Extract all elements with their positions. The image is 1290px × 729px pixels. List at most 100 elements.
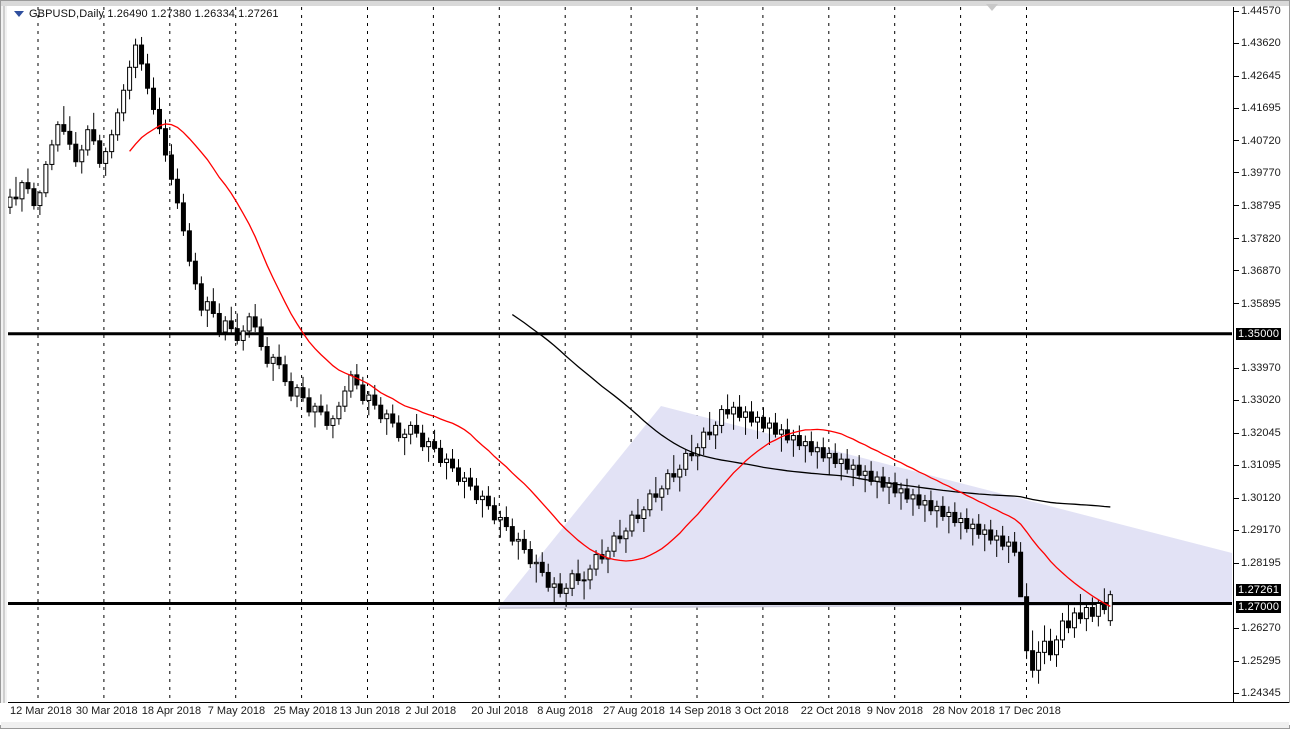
candle-up	[641, 509, 647, 519]
candle-down	[210, 301, 216, 314]
candle-down	[414, 424, 420, 434]
candle-up	[970, 523, 976, 530]
candle-up	[342, 390, 348, 407]
candle-down	[916, 494, 922, 506]
candle-down	[820, 447, 826, 459]
price-tag: 1.35000	[1236, 327, 1282, 340]
candle-down	[868, 470, 874, 482]
candle-up	[802, 441, 808, 447]
candle-down	[432, 441, 438, 449]
candle-up	[814, 447, 820, 453]
chart-header: GBPUSD,Daily 1.26490 1.27380 1.26334 1.2…	[14, 7, 279, 21]
price-tag: 1.27261	[1236, 583, 1282, 596]
candle-down	[503, 516, 509, 528]
top-scroll-strip[interactable]	[1, 1, 1289, 6]
candle-up	[563, 587, 569, 594]
candle-up	[910, 494, 916, 500]
candle-down	[964, 517, 970, 530]
price-scale[interactable]: 1.44570 1.43620 1.42645 1.41695 1.40720 1.397…	[1233, 5, 1289, 702]
candle-down	[420, 432, 426, 448]
time-tick-label: 17 Dec 2018	[998, 705, 1061, 717]
price-tag: 1.27000	[1236, 601, 1282, 614]
candle-down	[306, 397, 312, 413]
chevron-down-icon[interactable]	[14, 11, 24, 17]
candle-up	[982, 529, 988, 535]
candle-up	[898, 488, 904, 494]
time-tick-label: 3 Oct 2018	[734, 705, 789, 717]
candle-down	[228, 320, 234, 330]
candle-up	[49, 144, 55, 165]
price-tick-label: 1.36870	[1234, 265, 1281, 278]
time-tick-label: 25 May 2018	[273, 705, 338, 717]
candle-down	[168, 154, 174, 180]
chart-shift-marker-icon	[986, 4, 998, 11]
price-tick-label: 1.39770	[1234, 167, 1281, 180]
candle-up	[497, 516, 503, 521]
candle-up	[55, 124, 61, 146]
candle-down	[174, 178, 180, 204]
candle-down	[737, 406, 743, 418]
candle-up	[204, 301, 210, 311]
candle-up	[581, 579, 587, 582]
candle-up	[222, 320, 228, 333]
candle-down	[234, 328, 240, 341]
candle-up	[665, 473, 671, 490]
candle-up	[270, 356, 276, 364]
candle-down	[904, 488, 910, 500]
candle-up	[246, 316, 252, 332]
candle-down	[67, 130, 73, 145]
candle-down	[1065, 620, 1071, 629]
left-scroll-rail[interactable]	[1, 6, 7, 711]
chart-plot-area[interactable]	[8, 7, 1232, 702]
candle-down	[91, 129, 97, 142]
candle-up	[1042, 640, 1048, 653]
candle-up	[850, 464, 856, 470]
time-tick-label: 18 Apr 2018	[141, 705, 202, 717]
price-tick-label: 1.42645	[1234, 70, 1281, 83]
candle-up	[922, 500, 928, 506]
candle-down	[509, 526, 515, 542]
candle-up	[994, 535, 1000, 541]
candle-down	[216, 312, 222, 333]
candle-up	[629, 514, 635, 532]
candle-down	[772, 422, 778, 435]
candle-down	[467, 477, 473, 487]
candle-up	[37, 192, 43, 207]
candle-up	[695, 447, 701, 457]
candle-up	[127, 66, 133, 91]
price-tick-label: 1.28195	[1234, 557, 1281, 570]
candle-down	[438, 447, 444, 464]
candle-down	[689, 452, 695, 457]
candle-down	[145, 63, 151, 89]
candle-up	[384, 413, 390, 420]
candle-up	[1036, 651, 1042, 671]
candle-down	[97, 140, 103, 164]
candle-up	[8, 196, 13, 208]
price-tick-label: 1.40720	[1234, 135, 1281, 148]
time-scale[interactable]: 12 Mar 2018 30 Mar 2018 18 Apr 2018 7 May 2…	[0, 703, 1290, 725]
candle-up	[1083, 607, 1089, 620]
candle-down	[539, 561, 545, 573]
candle-up	[755, 416, 760, 423]
candle-down	[300, 387, 306, 399]
candle-up	[551, 583, 557, 588]
candle-up	[109, 134, 115, 153]
candle-down	[198, 283, 204, 311]
candle-up	[79, 149, 85, 163]
candle-up	[85, 129, 91, 151]
candle-down	[749, 411, 755, 423]
candle-down	[485, 495, 491, 507]
time-tick-label: 12 Mar 2018	[10, 705, 72, 717]
candle-down	[545, 571, 551, 588]
price-tick-label: 1.26270	[1234, 622, 1281, 635]
candle-down	[282, 364, 288, 383]
candle-up	[1059, 620, 1065, 641]
candle-up	[133, 44, 139, 68]
candle-up	[515, 538, 521, 542]
candle-down	[832, 452, 838, 465]
candle-up	[479, 495, 485, 501]
wedge-fill	[498, 406, 1232, 608]
candle-up	[348, 374, 354, 392]
candle-down	[360, 384, 366, 401]
